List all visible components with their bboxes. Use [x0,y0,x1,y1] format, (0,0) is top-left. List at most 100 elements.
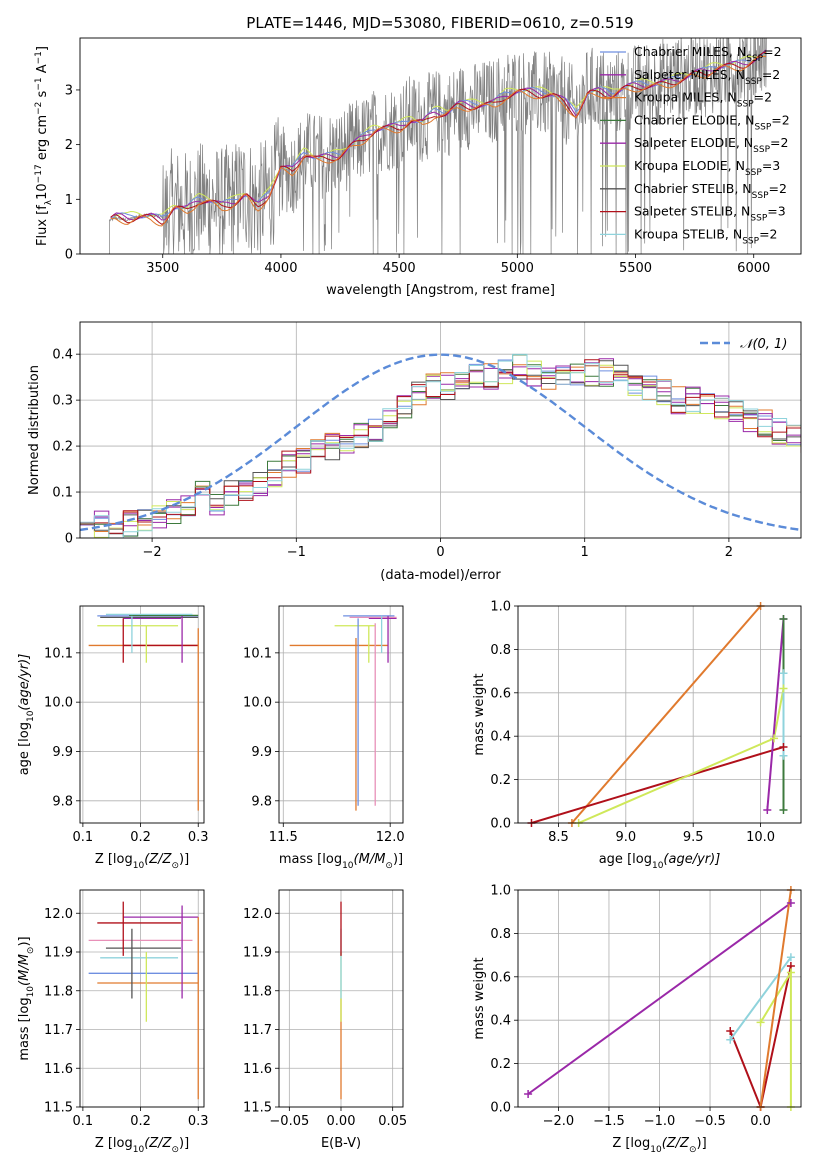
histogram-chabrier_elodie [80,354,801,537]
weight-marker-kroupa_elodie [779,684,788,693]
y-tick-label: 12.0 [44,907,73,922]
y-tick-label: 0.0 [490,817,511,832]
label-part: )] [17,936,32,946]
label-part: A [35,64,50,77]
axes-frame [79,605,205,824]
weight-marker-kroupa_stelib [786,953,795,962]
label-part: (M/M [354,852,386,867]
label-part: Kroupa ELODIE, N [634,158,745,173]
y-tick-label: 0.0 [490,1101,511,1116]
weight-marker-chabrier_elodie [779,805,788,814]
y-tick-label: 11.8 [44,984,73,999]
label-part: 10 [133,861,145,871]
y-tick-label: 3 [65,83,73,98]
x-tick-label: 0.3 [188,1114,209,1129]
label-part: =2 [754,90,772,105]
y-tick-label: 0.3 [52,394,73,409]
model-line-chabrier_miles [110,50,767,221]
panel-weight_vs_Z: −2.0 −1.5 −1.0 −0.5 0.0 0.0 0.2 0.4 0.6 0.8 1.0 [490,884,802,1129]
legend-label: Chabrier MILES, NSSP=2 [634,44,782,64]
label-part: s [35,90,50,101]
label-part: Salpeter STELIB, N [634,204,750,219]
label-part: mass [log [279,852,342,867]
x-tick-label: 4000 [264,261,297,276]
weight-marker-kroupa_elodie [786,968,795,977]
x-tick-label: 9.0 [615,830,636,845]
axes-frame [517,889,802,1108]
age_vs_mass-x-axis-label: mass [log10(M/M⊙)] [279,852,403,871]
x-tick-label: 4500 [383,261,416,276]
label-part: λ [44,199,54,205]
y-tick-label: 0.8 [490,927,511,942]
gaussian-legend-label: 𝒩(0, 1) [740,337,787,352]
panel-mass_vs_ebv: −0.05 0.00 0.05 11.5 11.6 11.7 11.8 11.9 12.0 [243,889,407,1129]
x-tick-label: 0.0 [750,1114,771,1129]
label-part: ⊙ [171,1145,179,1155]
weight-marker-kroupa_elodie [756,1018,765,1027]
y-tick-label: 11.6 [243,1062,272,1077]
weight_vs_Z-x-axis-label: Z [log10(Z/Z⊙)] [612,1136,706,1155]
plot-area [80,353,801,538]
label-part: Salpeter MILES, N [634,67,745,82]
y-tick-label: 12.0 [243,907,272,922]
spectrum-x-axis-label: wavelength [Angstrom, rest frame] [326,283,555,298]
spectrum-y-axis-label: Flux [fλ10−17 erg cm−2 s−1 A−1] [34,46,54,246]
y-tick-label: 11.7 [243,1023,272,1038]
residuals-y-axis-label: Normed distribution [27,365,42,495]
x-tick-label: 11.5 [269,830,298,845]
histogram-kroupa_stelib [80,353,801,538]
x-tick-label: −0.05 [269,1114,309,1129]
y-tick-label: 0 [65,248,73,263]
label-part: Chabrier ELODIE, N [634,112,754,127]
legend-label: Salpeter STELIB, NSSP=3 [634,204,786,224]
panel-residuals: −2 −1 0 1 2 0 0.1 0.2 0.3 0.4 [52,321,802,560]
axes-frame [79,321,802,539]
y-tick-label: 0 [65,532,73,547]
label-part: 10 [35,183,50,200]
weight-line-kroupa_miles [759,890,792,1107]
x-tick-label: 12.0 [376,830,405,845]
label-part: =2 [762,67,780,82]
legend-label: Salpeter MILES, NSSP=2 [634,67,780,87]
y-tick-label: 11.9 [44,946,73,961]
label-part: −1 [34,51,44,64]
x-tick-label: −1 [287,545,306,560]
label-part: SSP [750,214,767,224]
residuals-x-axis-label: (data-model)/error [380,568,501,583]
weight-marker-kroupa_stelib [779,669,788,678]
x-tick-label: −1.0 [644,1114,676,1129]
label-part: Chabrier MILES, N [634,44,746,59]
label-part: Z [log [95,852,133,867]
label-part: age [log [17,722,32,775]
legend-label: Kroupa STELIB, NSSP=2 [634,226,778,246]
histogram-kroupa_miles [80,363,801,532]
label-part: =2 [771,112,789,127]
label-part: =2 [763,44,781,59]
y-tick-label: 9.8 [251,794,272,809]
label-part: SSP [746,54,763,64]
label-part: SSP [737,100,754,110]
weight-line-salpeter_miles [766,618,785,811]
label-part: 10 [133,1145,145,1155]
weight-line-kroupa_stelib [729,956,792,1041]
x-tick-label: 0.2 [130,830,151,845]
y-tick-label: 2 [65,138,73,153]
y-tick-label: 11.8 [243,984,272,999]
label-part: Kroupa STELIB, N [634,226,742,241]
x-tick-label: 0.2 [130,1114,151,1129]
label-part: Salpeter ELODIE, N [634,135,753,150]
label-part: Chabrier STELIB, N [634,181,752,196]
label-part: SSP [742,236,759,246]
label-part: )] [179,1136,189,1151]
weight-marker-kroupa_stelib [779,751,788,760]
panel-mass_vs_Z: 0.1 0.2 0.3 11.5 11.6 11.7 11.8 11.9 12.0 [44,889,209,1129]
label-part: −2 [34,102,44,115]
axes-frame [517,605,802,824]
label-part: −1 [34,77,44,90]
label-part: SSP [752,191,769,201]
x-tick-label: 0.05 [378,1114,407,1129]
label-part: ⊙ [689,1145,697,1155]
weight-marker-salpeter_stelib [726,1027,735,1036]
y-tick-label: 9.9 [251,745,272,760]
